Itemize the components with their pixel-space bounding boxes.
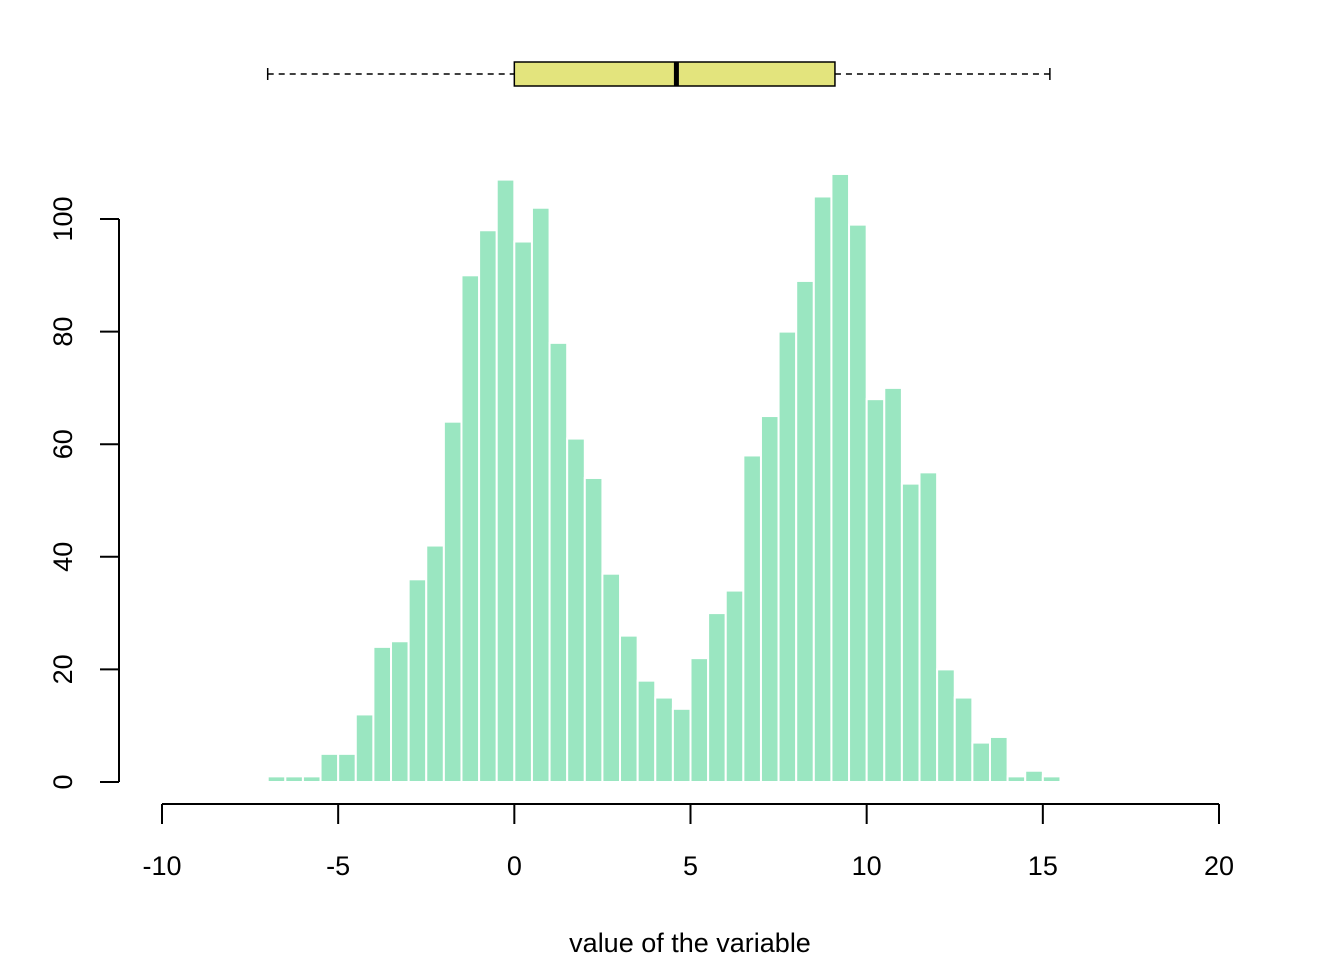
histogram-bar [953,696,974,783]
histogram-bar [619,634,639,783]
histogram-bar [865,398,886,783]
histogram-bar [830,172,851,783]
histogram-bar [742,454,762,783]
histogram-bar [918,471,939,783]
x-tick-label: -5 [326,851,350,881]
histogram-bar [495,178,516,783]
histogram-bar [777,330,798,783]
histogram-bar [442,420,463,783]
y-axis: 0 20 40 60 80 100 [48,196,120,790]
histogram-bar [319,752,340,783]
histogram-bar [301,775,322,783]
histogram-bar [284,775,304,783]
histogram-bar [478,229,498,783]
histogram-bar [1024,769,1044,783]
histogram-bar [566,437,586,783]
histogram-bar [883,386,903,783]
histogram-bar [971,741,991,784]
histogram-bar [671,707,692,783]
histogram-bar [900,482,921,783]
histogram-bar [425,544,445,783]
histogram-bar [407,578,428,783]
histogram-bar [266,775,287,783]
histogram-bar [601,572,622,783]
y-tick-label: 80 [48,317,78,347]
x-tick-label: 10 [852,851,882,881]
histogram-bar [583,476,604,783]
y-tick-label: 40 [48,542,78,572]
x-tick-label: 15 [1028,851,1058,881]
histogram-bar [848,223,868,783]
histogram-bar [988,735,1009,784]
histogram-bar [724,589,745,784]
y-tick-label: 100 [48,196,78,241]
histogram-bar [354,713,375,783]
histogram-bars [266,172,1062,784]
histogram-bar [337,752,357,783]
x-tick-label: 5 [683,851,698,881]
histogram-bar [1041,775,1062,783]
x-tick-label: 20 [1204,851,1234,881]
x-tick-label: 0 [507,851,522,881]
x-axis: -10 -5 0 5 10 15 20 [142,803,1234,881]
histogram-bar [689,657,710,784]
histogram-bar [812,195,833,784]
histogram-bar [759,415,780,783]
histogram-bar [460,274,481,783]
histogram-bar [795,279,815,783]
y-tick-label: 60 [48,429,78,459]
histogram-bar [936,668,956,784]
histogram-bar [654,696,674,783]
histogram-bar [530,206,551,784]
histogram-bar [1006,775,1027,783]
boxplot [266,61,1051,87]
histogram-bar [548,341,569,783]
x-tick-label: -10 [142,851,181,881]
y-tick-label: 0 [48,774,78,789]
histogram-bar [707,612,727,783]
histogram-bar [636,679,657,783]
histogram-bar [372,645,393,783]
y-tick-label: 20 [48,654,78,684]
x-axis-title: value of the variable [569,928,811,958]
histogram-bar [513,240,533,783]
histogram-bar [390,640,410,783]
